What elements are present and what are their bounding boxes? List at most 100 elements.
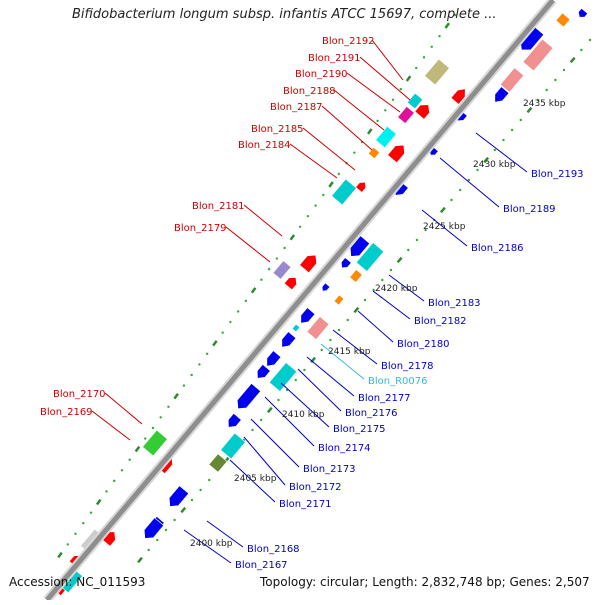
gene-feature [236, 383, 262, 410]
scale-dot [173, 518, 176, 522]
label-leader-line [439, 157, 500, 208]
scale-dot [424, 228, 427, 232]
gene-feature [499, 67, 525, 93]
scale-tick [439, 206, 446, 214]
scale-dot [337, 172, 341, 176]
scale-dot [105, 490, 108, 493]
scale-label: 2435 kbp [523, 99, 566, 109]
scale-dot [306, 214, 310, 218]
scale-tick [137, 556, 143, 564]
gene-label-reverse: Blon_2176 [345, 408, 398, 419]
gene-feature [306, 316, 330, 340]
scale-tick [353, 306, 360, 314]
scale-dot [554, 78, 557, 82]
scale-dot [458, 188, 462, 192]
scale-dot [267, 267, 271, 271]
gene-feature [387, 144, 405, 164]
label-leader-line [250, 418, 300, 468]
scale-dot [190, 373, 193, 377]
gene-feature [494, 86, 510, 103]
scale-dot [277, 398, 280, 402]
scale-dot [229, 320, 232, 324]
gene-feature [349, 269, 363, 283]
gene-label-forward: Blon_2188 [283, 86, 336, 97]
gene-feature [299, 254, 317, 274]
scale-dot [422, 56, 426, 59]
leader-lines [91, 39, 528, 564]
gene-feature [227, 413, 242, 428]
label-leader-line [421, 209, 468, 247]
scale-dot [275, 257, 279, 260]
gene-feature [331, 178, 357, 206]
scale-dot [208, 478, 211, 482]
gene-feature [375, 125, 397, 149]
scale-tick [212, 340, 218, 347]
label-leader-line [357, 310, 394, 343]
gene-label-forward: Blon_2170 [53, 389, 106, 400]
label-leader-line [333, 89, 385, 131]
scale-dot [453, 13, 457, 17]
label-leader-line [289, 143, 338, 179]
gene-feature [450, 88, 466, 105]
gene-feature [256, 364, 271, 379]
gene-label-reverse: Blon_2193 [531, 169, 584, 180]
scale-dot [294, 378, 297, 382]
scale-dot [381, 278, 384, 282]
scale-dot [545, 88, 548, 92]
scale-dot [82, 522, 85, 525]
label-leader-line [371, 39, 404, 81]
scale-dot [510, 128, 514, 132]
scale-dot [399, 87, 402, 91]
label-leader-line [321, 105, 373, 151]
scale-tick [569, 56, 576, 64]
label-leader-line [225, 226, 271, 263]
label-leader-line [372, 290, 411, 320]
scale-dot [519, 118, 522, 122]
scale-tick [134, 445, 141, 453]
gene-label-forward: Blon_2191 [308, 53, 361, 64]
scale-dot [407, 248, 410, 252]
scale-label: 2425 kbp [423, 222, 466, 232]
label-leader-line [306, 356, 355, 397]
label-leader-line [280, 382, 330, 428]
scale-dot [236, 310, 240, 313]
gene-feature [142, 429, 168, 457]
label-leader-line [183, 529, 232, 564]
label-leader-line [388, 274, 425, 302]
gene-labels: Blon_2192 Blon_2191 Blon_2190 Blon_2188 Blon… [40, 36, 584, 571]
gene-label-reverse: Blon_2183 [428, 298, 481, 309]
gene-label-reverse: Blon_2168 [247, 544, 300, 555]
scale-tick [95, 498, 102, 506]
scale-dot [260, 278, 263, 281]
scale-label: 2400 kbp [190, 539, 233, 549]
gene-feature [367, 146, 381, 160]
scale-dot [66, 543, 69, 546]
scale-dot [389, 268, 393, 272]
scale-dot [588, 38, 592, 42]
gene-label-reverse: Blon_2177 [358, 393, 411, 404]
scale-label: 2415 kbp [328, 347, 371, 357]
label-leader-line [332, 329, 378, 365]
gene-label-reverse: Blon_2178 [381, 361, 434, 372]
scale-dot [415, 238, 419, 242]
gene-feature [266, 350, 282, 367]
gene-feature [578, 7, 589, 18]
label-leader-line [359, 56, 411, 101]
gene-label-forward: Blon_2190 [295, 69, 348, 80]
gene-feature [522, 38, 554, 72]
scale-dot [298, 225, 302, 228]
scale-dot [147, 548, 150, 552]
scale-dot [89, 511, 93, 514]
gene-label-forward: Blon_2179 [174, 223, 227, 234]
scale-dot [167, 405, 170, 408]
topology-label: Topology: circular; Length: 2,832,748 bp… [260, 575, 590, 589]
gene-feature [406, 92, 424, 110]
label-leader-line [320, 343, 365, 380]
scale-dot [467, 178, 471, 182]
label-leader-line [475, 132, 528, 173]
gene-feature [397, 106, 415, 124]
scale-dot [346, 318, 349, 322]
gene-feature [272, 260, 292, 280]
scale-dot [502, 138, 505, 142]
